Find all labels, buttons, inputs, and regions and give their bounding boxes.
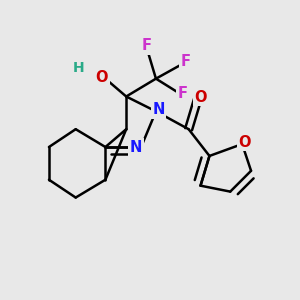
- Text: F: F: [142, 38, 152, 53]
- Text: F: F: [181, 54, 191, 69]
- Text: F: F: [178, 86, 188, 101]
- Text: O: O: [238, 135, 251, 150]
- Text: O: O: [194, 90, 207, 105]
- Text: N: N: [130, 140, 142, 154]
- Text: N: N: [152, 102, 164, 117]
- Text: O: O: [96, 70, 108, 85]
- Text: H: H: [73, 61, 85, 75]
